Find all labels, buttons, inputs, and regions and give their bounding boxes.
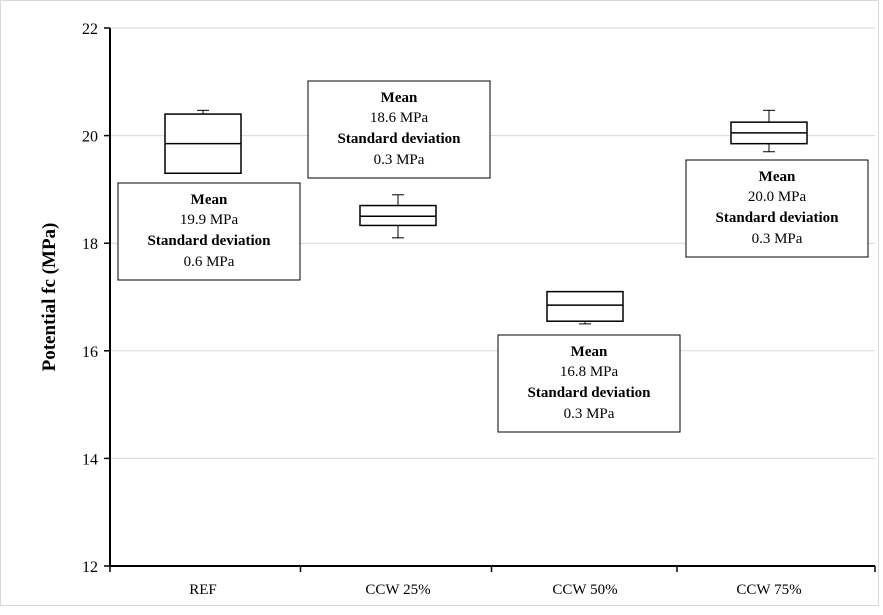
iqr-box [359,204,437,227]
mean-label: Mean [571,344,608,360]
mean-label: Mean [759,169,796,185]
sd-value: 0.6 MPa [184,254,235,270]
annotation-box [685,159,869,258]
mean-value: 19.9 MPa [180,212,239,228]
y-tick-label: 14 [82,451,98,468]
x-category-label: REF [189,582,217,598]
y-tick-label: 12 [82,559,98,576]
box-4 [730,109,808,153]
y-tick-label: 18 [82,236,98,253]
box-3 [546,290,624,325]
x-category-label: CCW 25% [365,582,430,598]
annotation-box [497,334,681,433]
y-tick-label: 22 [82,21,98,38]
box-2 [359,194,437,239]
y-tick-label: 16 [82,344,98,361]
sd-value: 0.3 MPa [374,152,425,168]
sd-value: 0.3 MPa [564,406,615,422]
mean-label: Mean [191,192,228,208]
annotation-2: Mean 18.6 MPa Standard deviation 0.3 MPa [307,80,491,179]
annotation-3: Mean 16.8 MPa Standard deviation 0.3 MPa [497,334,681,433]
sd-value: 0.3 MPa [752,231,803,247]
annotation-1: Mean 19.9 MPa Standard deviation 0.6 MPa [117,182,301,281]
annotation-4: Mean 20.0 MPa Standard deviation 0.3 MPa [685,159,869,258]
sd-label: Standard deviation [716,210,840,226]
mean-value: 18.6 MPa [370,110,429,126]
sd-label: Standard deviation [338,131,462,147]
y-axis-label: Potential fc (MPa) [39,223,60,372]
sd-label: Standard deviation [148,233,272,249]
mean-value: 20.0 MPa [748,189,807,205]
x-category-label: CCW 75% [736,582,801,598]
box-1 [164,109,242,175]
mean-value: 16.8 MPa [560,364,619,380]
annotation-box [307,80,491,179]
sd-label: Standard deviation [528,385,652,401]
mean-label: Mean [381,90,418,106]
iqr-box [546,290,624,322]
y-tick-label: 20 [82,129,98,146]
x-category-label: CCW 50% [552,582,617,598]
annotation-box [117,182,301,281]
